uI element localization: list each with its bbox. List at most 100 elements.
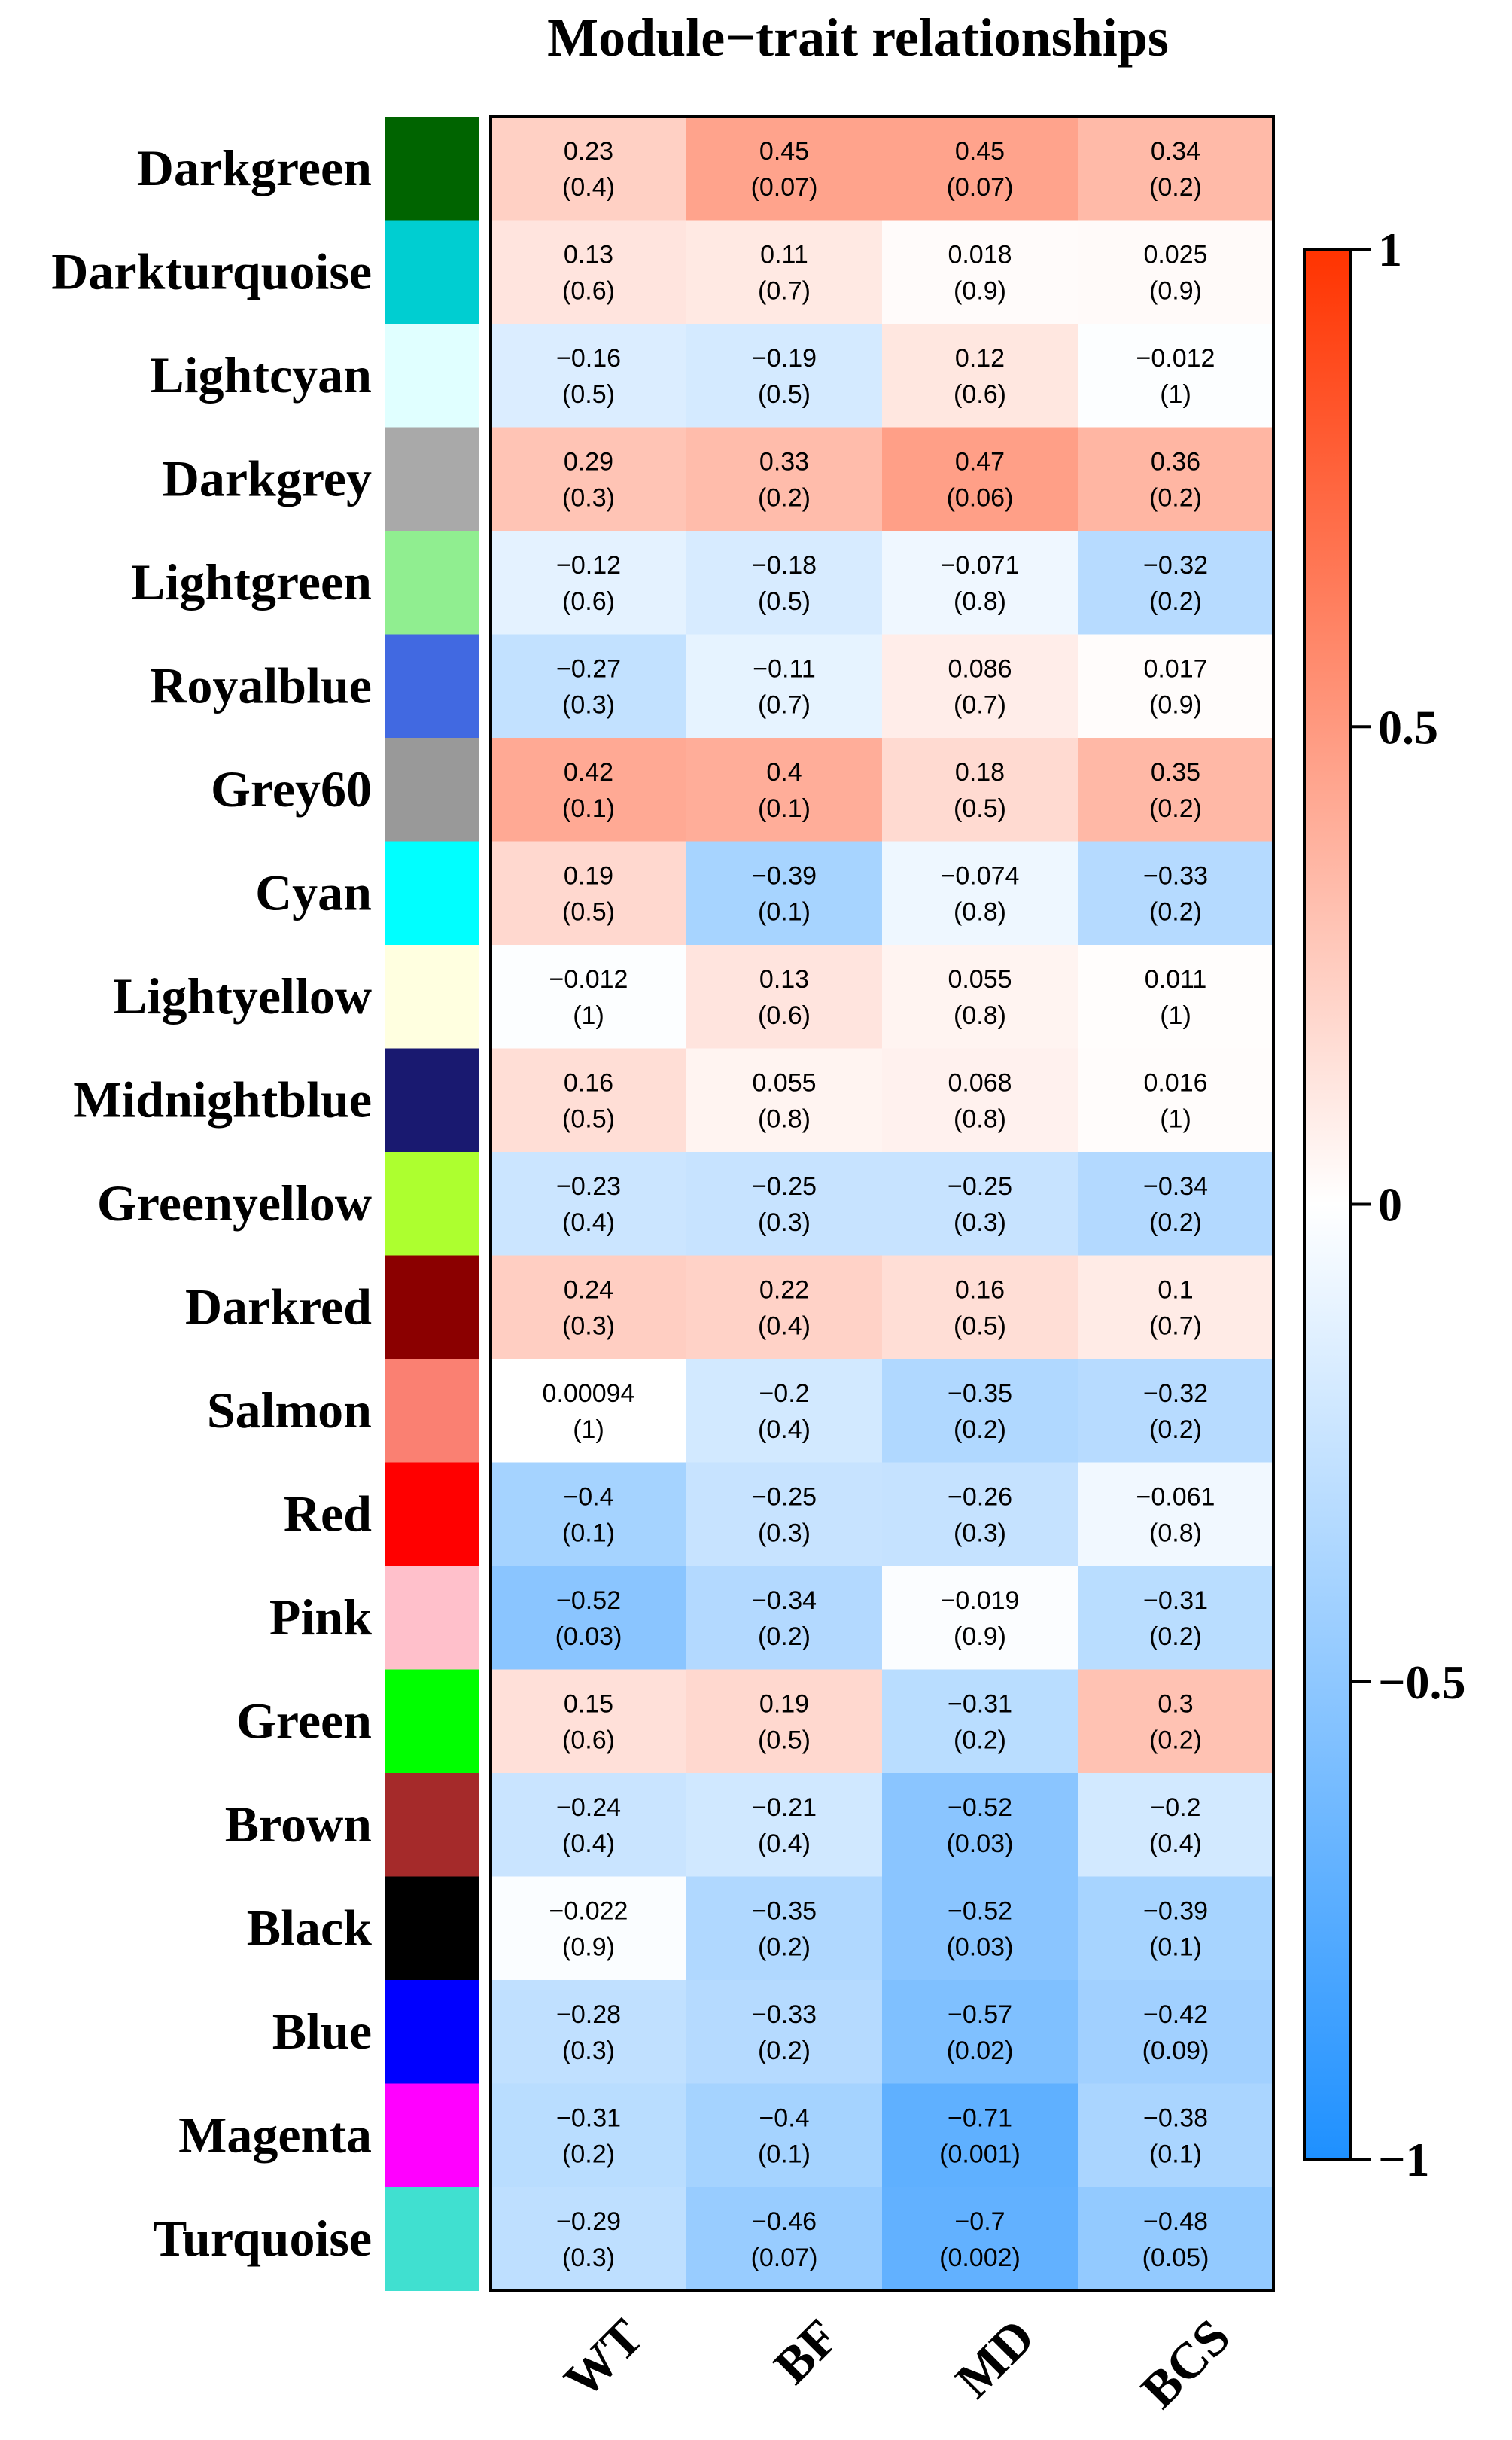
heatmap-cell: [1078, 531, 1274, 635]
cell-pvalue: (0.8): [954, 1001, 1006, 1030]
heatmap-cell: [686, 2083, 883, 2188]
module-swatch-turquoise: [385, 2187, 479, 2291]
heatmap-cell: [882, 841, 1078, 946]
cell-pvalue: (0.5): [758, 380, 811, 409]
module-swatch-green: [385, 1669, 479, 1774]
cell-correlation: 0.34: [1151, 137, 1200, 166]
heatmap-cell: [1078, 945, 1274, 1049]
colorbar-tick-label: 1: [1378, 223, 1402, 276]
cell-correlation: −0.012: [549, 965, 628, 994]
cell-pvalue: (0.3): [562, 1311, 615, 1340]
cell-correlation: 0.47: [955, 447, 1005, 476]
heatmap-cell: [686, 531, 883, 635]
cell-pvalue: (0.2): [758, 483, 811, 512]
cell-correlation: 0.19: [759, 1689, 809, 1718]
cell-pvalue: (0.2): [758, 1622, 811, 1651]
heatmap-cell: [882, 1566, 1078, 1670]
heatmap-cell: [491, 1773, 687, 1877]
cell-pvalue: (0.6): [562, 276, 615, 305]
cell-correlation: −0.57: [948, 2000, 1012, 2029]
cell-correlation: −0.25: [752, 1482, 817, 1511]
cell-correlation: 0.068: [948, 1068, 1012, 1097]
cell-pvalue: (0.6): [954, 380, 1006, 409]
heatmap-cell: [491, 738, 687, 842]
heatmap-cell: [491, 634, 687, 739]
cell-correlation: −0.33: [1143, 861, 1208, 890]
cell-pvalue: (1): [1160, 1001, 1191, 1030]
cell-pvalue: (0.4): [758, 1311, 811, 1340]
cell-pvalue: (0.2): [1149, 1726, 1202, 1754]
heatmap-cell: [1078, 1876, 1274, 1981]
heatmap-cell: [686, 1359, 883, 1463]
cell-pvalue: (0.3): [758, 1519, 811, 1547]
cell-correlation: 0.018: [948, 240, 1012, 269]
cell-pvalue: (1): [573, 1415, 604, 1444]
cell-correlation: 0.086: [948, 654, 1012, 683]
heatmap-cell: [1078, 1048, 1274, 1153]
cell-correlation: −0.52: [948, 1793, 1012, 1822]
row-label-greenyellow: Greenyellow: [97, 1174, 372, 1232]
cell-pvalue: (0.3): [562, 2036, 615, 2065]
heatmap-cell: [686, 1255, 883, 1360]
cell-pvalue: (0.6): [758, 1001, 811, 1030]
cell-correlation: 0.11: [760, 240, 808, 269]
cell-correlation: 0.22: [759, 1275, 809, 1304]
module-swatch-blue: [385, 1980, 479, 2084]
module-color-swatches: [385, 117, 479, 2291]
heatmap-cell: [686, 427, 883, 532]
cell-correlation: 0.45: [955, 137, 1005, 166]
heatmap-cell: [686, 945, 883, 1049]
cell-correlation: −0.71: [948, 2103, 1012, 2132]
heatmap-cell: [1078, 1255, 1274, 1360]
cell-correlation: 0.13: [564, 240, 613, 269]
row-label-lightyellow: Lightyellow: [113, 967, 372, 1025]
colorbar-tick-label: −1: [1378, 2133, 1429, 2186]
heatmap-cell: [686, 1462, 883, 1567]
heatmap-cell: [491, 945, 687, 1049]
heatmap-cell: [1078, 2187, 1274, 2291]
heatmap-cell: [882, 531, 1078, 635]
heatmap-cell: [686, 634, 883, 739]
heatmap-cell: [1078, 1773, 1274, 1877]
heatmap-cell: [491, 220, 687, 324]
heatmap-cell: [686, 1773, 883, 1877]
cell-correlation: −0.019: [941, 1586, 1020, 1615]
cell-correlation: −0.21: [752, 1793, 817, 1822]
cell-correlation: 0.016: [1143, 1068, 1207, 1097]
cell-correlation: −0.19: [752, 344, 817, 373]
heatmap-cell: [1078, 1669, 1274, 1774]
cell-pvalue: (1): [1160, 1104, 1191, 1133]
heatmap-cell: [686, 1048, 883, 1153]
cell-pvalue: (0.2): [1149, 173, 1202, 202]
cell-correlation: 0.011: [1145, 965, 1207, 994]
cell-pvalue: (0.3): [562, 2244, 615, 2272]
cell-pvalue: (0.2): [1149, 794, 1202, 823]
cell-correlation: −0.25: [752, 1172, 817, 1201]
cell-correlation: 0.45: [759, 137, 809, 166]
cell-pvalue: (0.6): [562, 587, 615, 616]
module-swatch-brown: [385, 1773, 479, 1877]
heatmap-cell: [491, 427, 687, 532]
module-swatch-darkgrey: [385, 427, 479, 532]
heatmap-cell: [882, 2187, 1078, 2291]
row-label-magenta: Magenta: [178, 2106, 372, 2163]
heatmap-cell: [1078, 220, 1274, 324]
cell-correlation: 0.13: [759, 965, 809, 994]
heatmap-cells: 0.23 (0.4) 0.45 (0.07) 0.45 (0.07) 0.34 (0.2) 0.…: [491, 117, 1274, 2291]
module-swatch-salmon: [385, 1359, 479, 1463]
cell-correlation: −0.4: [563, 1482, 613, 1511]
cell-pvalue: (0.1): [758, 897, 811, 926]
heatmap-cell: [1078, 841, 1274, 946]
cell-pvalue: (0.4): [562, 173, 615, 202]
cell-pvalue: (0.4): [758, 1829, 811, 1858]
heatmap-cell: [1078, 1359, 1274, 1463]
cell-pvalue: (0.2): [1149, 483, 1202, 512]
cell-pvalue: (0.1): [758, 2140, 811, 2168]
cell-pvalue: (0.07): [751, 2244, 818, 2272]
cell-pvalue: (0.5): [562, 897, 615, 926]
cell-pvalue: (0.1): [758, 794, 811, 823]
cell-pvalue: (0.2): [1149, 1622, 1202, 1651]
cell-pvalue: (0.2): [562, 2140, 615, 2168]
heatmap-cell: [1078, 1980, 1274, 2084]
